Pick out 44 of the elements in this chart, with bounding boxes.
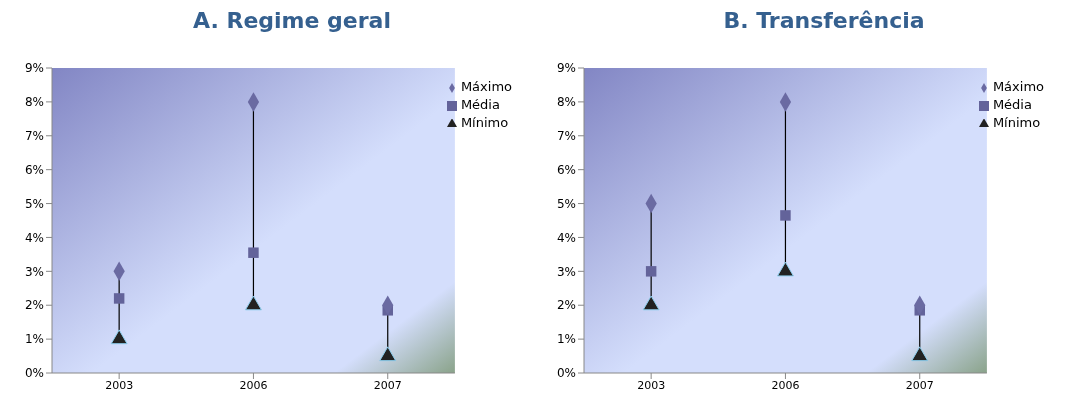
y-tick-label: 5% [24, 196, 44, 211]
legend-label: Média [460, 97, 500, 112]
legend-label: Máximo [460, 79, 512, 94]
point [911, 346, 929, 362]
y-tick-label: 3% [556, 264, 576, 279]
y-tick-label: 6% [556, 162, 576, 177]
y-tick-label: 0% [556, 366, 576, 381]
y-tick-label: 6% [24, 162, 44, 177]
y-tick-label: 1% [556, 332, 576, 347]
y-tick-label: 7% [24, 129, 44, 144]
y-tick-label: 5% [556, 196, 576, 211]
x-tick-label: 2006 [239, 378, 268, 392]
legend-label: Máximo [992, 79, 1044, 94]
y-tick-label: 4% [24, 230, 44, 245]
point [776, 261, 794, 277]
y-tick-label: 8% [24, 95, 44, 110]
x-tick-label: 2007 [905, 378, 934, 392]
y-tick-label: 2% [24, 298, 44, 313]
x-tick-label: 2006 [771, 378, 800, 392]
point [780, 210, 791, 221]
y-tick-label: 9% [556, 61, 576, 76]
x-tick-label: 2003 [105, 378, 134, 392]
y-tick-label: 0% [24, 366, 44, 381]
legend-label: Mínimo [460, 115, 509, 130]
chart-title: A. Regime geral [192, 8, 392, 35]
x-tick-label: 2003 [637, 378, 666, 392]
y-tick-label: 2% [556, 298, 576, 313]
y-tick-label: 9% [24, 61, 44, 76]
point [113, 293, 125, 304]
point [244, 295, 262, 311]
y-tick-label: 8% [556, 95, 576, 110]
y-tick-label: 1% [24, 332, 44, 347]
legend-label: Mínimo [992, 115, 1041, 130]
point [248, 247, 259, 258]
point [379, 346, 397, 362]
point [645, 266, 657, 277]
x-tick-label: 2007 [373, 378, 402, 392]
point [642, 295, 660, 311]
legend-label: Média [992, 97, 1032, 112]
y-tick-label: 3% [24, 264, 44, 279]
y-tick-label: 4% [556, 230, 576, 245]
point [110, 329, 128, 345]
chart-title: B. Transferência [722, 8, 926, 35]
y-tick-label: 7% [556, 129, 576, 144]
